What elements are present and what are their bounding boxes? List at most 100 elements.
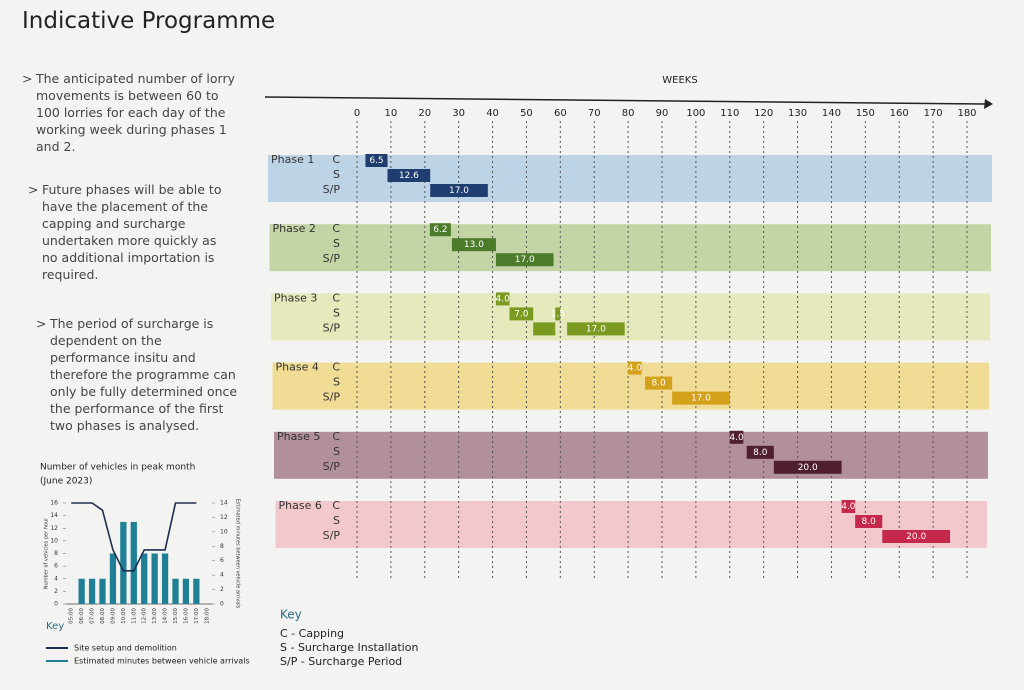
x-tick-label: 11:00 [131, 608, 137, 624]
row-label: C [332, 430, 340, 443]
bullet-text: The period of surcharge is dependent on … [50, 316, 238, 433]
x-tick-label: 30 [452, 108, 465, 119]
x-tick-label: 12:00 [142, 608, 148, 624]
row-label: S/P [323, 252, 341, 265]
row-label: S/P [323, 183, 341, 196]
task-bar [429, 223, 451, 237]
x-tick-label: 140 [822, 108, 841, 119]
bullet-text: Future phases will be able to have the p… [42, 182, 222, 282]
x-tick-label: 17:00 [194, 608, 200, 624]
task-label: 8.0 [753, 448, 768, 458]
task-bar [387, 169, 431, 182]
x-tick-label: 110 [720, 108, 739, 119]
x-tick-label: 80 [622, 108, 635, 119]
task-label: 17.0 [449, 186, 469, 196]
task-bar [729, 430, 744, 444]
line [71, 502, 197, 572]
row-label: S [333, 445, 340, 458]
x-tick-label: 05:00 [69, 608, 75, 624]
task-label: 8.0 [651, 379, 666, 389]
task-bar [533, 322, 556, 336]
task-bar [882, 530, 951, 543]
phase-name: Phase 4 [276, 361, 319, 374]
x-tick-label: 08:00 [100, 608, 106, 624]
task-bar [451, 238, 496, 252]
x-tick-label: 70 [588, 108, 601, 119]
row-label: S/P [323, 391, 341, 404]
task-bar [430, 184, 488, 197]
x-tick-label: 14:00 [163, 608, 169, 624]
bullet: > Future phases will be able to have the … [28, 182, 222, 282]
task-label: 6.5 [369, 156, 383, 166]
task-bar [495, 253, 554, 267]
x-tick-label: 20 [418, 108, 431, 119]
row-label: S [333, 376, 340, 389]
y2-axis-label: Estimated minutes between vehicle arriva… [235, 499, 241, 609]
task-label: 17.0 [691, 394, 711, 404]
axis-arrow [984, 99, 993, 109]
chart-title: Number of vehicles in peak month [40, 463, 195, 473]
bar [141, 553, 148, 604]
legend-title: Key [46, 621, 64, 632]
y2-tick-label: 4 [220, 572, 224, 579]
bar [161, 553, 169, 604]
x-tick-label: 10:00 [121, 608, 127, 624]
task-label: 4.0 [841, 502, 856, 512]
task-bar [672, 391, 730, 405]
y-axis-label: Number of vehicles per hour [44, 517, 50, 589]
chart-subtitle: (June 2023) [40, 477, 92, 487]
bar [151, 553, 158, 604]
task-bar [495, 292, 510, 306]
task-bar [773, 460, 842, 474]
x-tick-label: 10 [385, 108, 398, 119]
bar [109, 553, 117, 604]
y-tick-label: 12 [50, 525, 58, 532]
y2-tick-label: 10 [220, 528, 228, 535]
x-tick-label: 09:00 [110, 608, 116, 624]
y2-tick-label: 12 [220, 514, 228, 521]
bar [78, 578, 85, 604]
task-label: 4.0 [496, 294, 511, 304]
bar [99, 578, 106, 604]
task-label: 1.5 [551, 309, 565, 319]
y2-tick-label: 8 [220, 543, 224, 550]
phase-name: Phase 6 [279, 499, 322, 512]
task-label: 12.6 [399, 171, 419, 181]
legend-label: Site setup and demolition [74, 644, 177, 653]
phase-band [269, 224, 991, 272]
x-tick-label: 150 [856, 108, 875, 119]
x-tick-label: 60 [554, 108, 567, 119]
x-tick-label: 0 [354, 108, 360, 119]
bullet: > The anticipated number of lorry movemen… [22, 71, 235, 154]
task-label: 4.0 [729, 433, 744, 443]
row-label: S [333, 237, 340, 250]
row-label: S/P [323, 321, 341, 334]
y2-tick-label: 0 [220, 601, 224, 608]
y-tick-label: 14 [50, 512, 58, 519]
task-label: 17.0 [586, 324, 606, 334]
x-tick-label: 180 [957, 108, 976, 119]
task-bar [509, 307, 534, 321]
y2-tick-label: 6 [220, 557, 224, 564]
y-tick-label: 4 [54, 575, 58, 582]
row-label: C [332, 291, 340, 304]
x-tick-label: 18:00 [204, 608, 210, 624]
task-label: 4.0 [628, 364, 643, 374]
phase-name: Phase 2 [273, 222, 316, 235]
row-label: C [332, 361, 340, 374]
x-tick-label: 90 [656, 108, 669, 119]
axis-label: WEEKS [662, 75, 697, 86]
task-bar [555, 307, 561, 321]
x-tick-label: 170 [924, 108, 943, 119]
row-label: S/P [323, 460, 341, 473]
task-bar [365, 154, 388, 167]
x-tick-label: 160 [890, 108, 909, 119]
y-tick-label: 2 [54, 588, 58, 595]
task-bar [567, 322, 625, 336]
task-label: 20.0 [798, 463, 818, 473]
x-tick-label: 50 [520, 108, 533, 119]
task-bar [855, 515, 883, 528]
phase-band [271, 293, 990, 341]
